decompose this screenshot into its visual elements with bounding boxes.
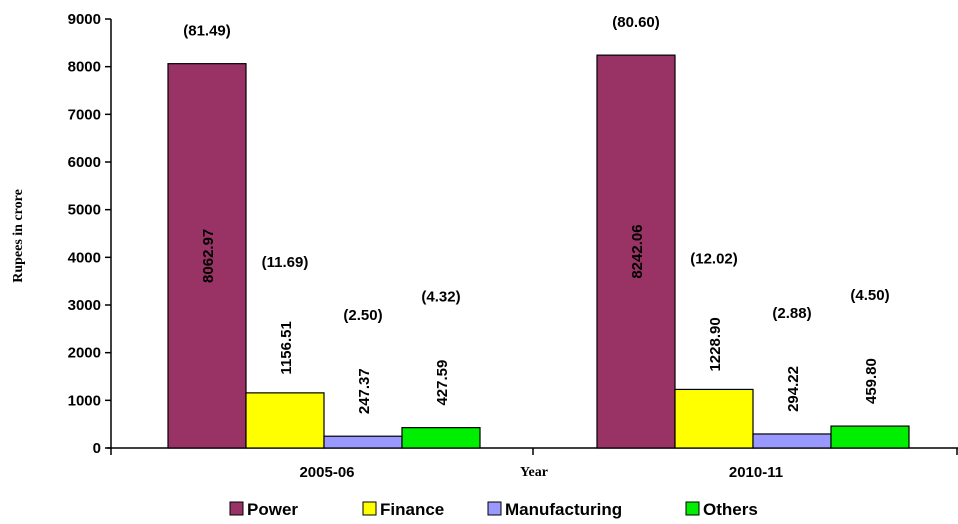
legend-label-finance: Finance <box>380 500 444 519</box>
y-tick-label: 2000 <box>68 345 101 362</box>
bar-power <box>596 54 676 449</box>
data-label-share: (12.02) <box>690 250 738 267</box>
y-tick-label: 4000 <box>68 249 101 266</box>
y-tick-label: 5000 <box>68 202 101 219</box>
y-tick-label: 8000 <box>68 59 101 76</box>
legend-swatch-others <box>685 501 700 516</box>
y-tick-label: 7000 <box>68 106 101 123</box>
data-label-value: 459.80 <box>863 358 880 404</box>
data-label-share: (4.32) <box>421 289 460 306</box>
data-label-share: (81.49) <box>183 23 231 40</box>
legend-swatch-manufacturing <box>487 501 502 516</box>
data-label-share: (80.60) <box>612 14 660 31</box>
bar-finance <box>674 388 754 449</box>
data-label-share: (2.50) <box>343 307 382 324</box>
bar-manufacturing <box>323 435 403 449</box>
data-label-value: 247.37 <box>356 368 373 414</box>
bar-others <box>830 425 910 449</box>
data-label-share: (2.88) <box>772 305 811 322</box>
y-tick-label: 3000 <box>68 297 101 314</box>
legend-label-power: Power <box>247 500 298 519</box>
legend-label-manufacturing: Manufacturing <box>505 500 622 519</box>
chart-data-labels: 8062.97 (81.49) 1156.51 (11.69) 247.37 (2.50)… <box>183 14 889 414</box>
x-axis-title: Year <box>520 465 548 480</box>
chart-axes: 0 1000 2000 3000 4000 5000 6000 7000 8000 9000 200… <box>68 11 958 481</box>
x-tick-label: 2010-11 <box>729 464 783 481</box>
legend-swatch-finance <box>362 501 377 516</box>
data-label-value: 8062.97 <box>200 229 217 283</box>
bar-others <box>401 427 481 449</box>
data-label-value: 1228.90 <box>707 317 724 371</box>
bar-finance <box>245 392 325 449</box>
y-tick-label: 6000 <box>68 154 101 171</box>
y-tick-label: 1000 <box>68 392 101 409</box>
legend-label-others: Others <box>703 500 758 519</box>
chart-bars <box>167 54 910 449</box>
legend-swatch-power <box>229 501 244 516</box>
bar-manufacturing <box>752 433 832 449</box>
y-tick-label: 9000 <box>68 11 101 28</box>
bar-power <box>167 63 247 449</box>
data-label-value: 1156.51 <box>278 321 295 374</box>
data-label-share: (11.69) <box>262 254 309 271</box>
data-label-value: 8242.06 <box>629 224 646 278</box>
y-tick-label: 0 <box>93 440 101 457</box>
chart-legend: Power Finance Manufacturing Others <box>229 500 758 519</box>
x-tick-label: 2005-06 <box>299 464 354 481</box>
data-label-value: 427.59 <box>434 360 451 406</box>
y-axis-title: Rupees in crore <box>11 189 26 283</box>
data-label-value: 294.22 <box>785 366 802 412</box>
data-label-share: (4.50) <box>850 287 889 304</box>
